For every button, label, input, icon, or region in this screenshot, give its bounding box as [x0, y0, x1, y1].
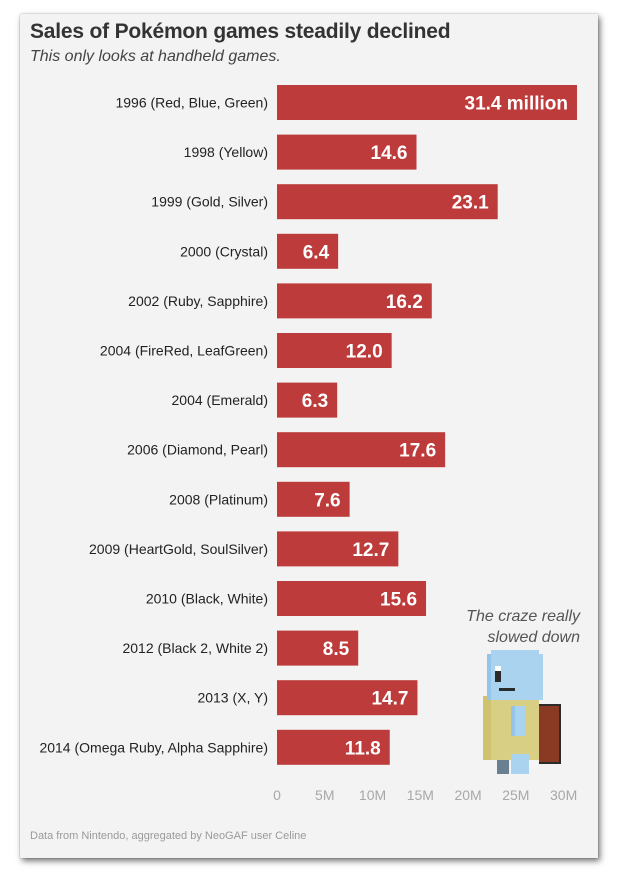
bar	[277, 630, 359, 666]
chart-annotation: The craze really slowed down	[466, 608, 580, 646]
value-label: 14.7	[371, 689, 408, 710]
value-label: 6.4	[303, 242, 330, 263]
value-label: 15.6	[380, 590, 417, 611]
category-label: 2013 (X, Y)	[197, 690, 268, 706]
value-label: 12.7	[352, 540, 389, 561]
category-label: 2008 (Platinum)	[169, 491, 268, 507]
bar	[277, 531, 399, 567]
category-label: 2012 (Black 2, White 2)	[122, 640, 268, 656]
value-label: 14.6	[371, 143, 408, 164]
squirtle-illustration	[483, 650, 561, 774]
bar	[277, 481, 350, 517]
bar	[277, 184, 498, 220]
category-label: 2009 (HeartGold, SoulSilver)	[89, 541, 268, 557]
category-label: 1996 (Red, Blue, Green)	[115, 95, 268, 111]
value-label: 31.4 million	[465, 94, 568, 115]
bar	[277, 333, 392, 368]
x-tick-label: 0	[273, 787, 281, 803]
value-label: 7.6	[314, 490, 340, 511]
bar	[277, 382, 338, 418]
x-tick-label: 5M	[315, 787, 334, 803]
category-label: 2002 (Ruby, Sapphire)	[128, 293, 268, 309]
category-label: 2000 (Crystal)	[180, 243, 268, 259]
category-label: 2014 (Omega Ruby, Alpha Sapphire)	[39, 739, 268, 755]
value-label: 8.5	[323, 639, 350, 660]
x-tick-label: 20M	[454, 787, 481, 803]
x-tick-label: 25M	[502, 787, 529, 803]
bar	[277, 85, 577, 120]
category-label: 2006 (Diamond, Pearl)	[127, 442, 268, 458]
x-tick-label: 30M	[550, 787, 577, 803]
value-label: 16.2	[386, 292, 423, 313]
bar	[277, 432, 446, 468]
category-label: 2010 (Black, White)	[146, 591, 268, 607]
bar	[277, 581, 427, 616]
bar	[277, 134, 417, 170]
category-label: 2004 (FireRed, LeafGreen)	[100, 343, 268, 359]
bar	[277, 680, 418, 716]
value-label: 6.3	[302, 391, 328, 412]
category-label: 2004 (Emerald)	[172, 392, 269, 408]
bar	[277, 233, 339, 269]
bar	[277, 283, 432, 319]
x-tick-label: 10M	[359, 787, 386, 803]
value-label: 11.8	[345, 738, 381, 759]
data-source-note: Data from Nintendo, aggregated by NeoGAF…	[30, 830, 307, 842]
value-label: 17.6	[399, 441, 436, 462]
category-label: 1999 (Gold, Silver)	[151, 194, 268, 210]
x-tick-label: 15M	[407, 787, 434, 803]
chart-title: Sales of Pokémon games steadily declined	[30, 20, 451, 43]
bar	[277, 729, 390, 765]
value-label: 23.1	[452, 193, 489, 214]
chart-subtitle: This only looks at handheld games.	[30, 48, 281, 65]
category-label: 1998 (Yellow)	[184, 144, 268, 160]
value-label: 12.0	[346, 342, 383, 363]
